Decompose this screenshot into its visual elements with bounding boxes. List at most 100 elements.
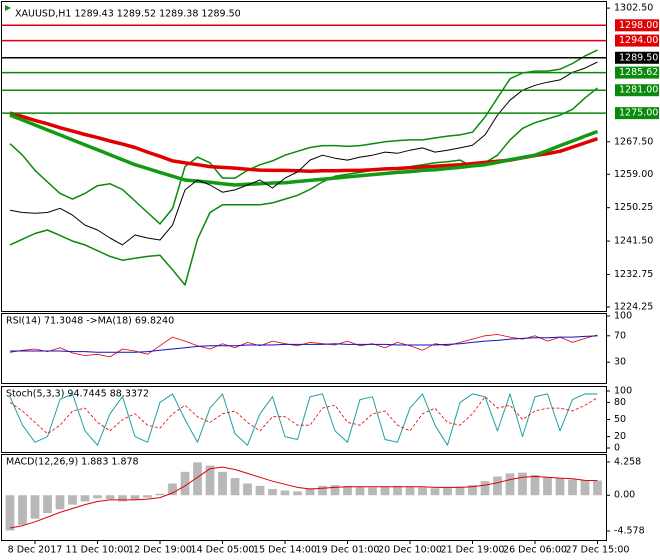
x-tick-label: 8 Dec 2017 <box>8 545 63 556</box>
histogram-bar <box>455 486 465 496</box>
histogram-bar <box>568 479 577 496</box>
y-tick-label: 20 <box>614 431 626 442</box>
histogram-bar <box>368 487 377 496</box>
x-tick-label: 19 Dec 01:00 <box>316 545 380 556</box>
y-tick-label: 1250.25 <box>614 202 653 213</box>
histogram-bar <box>55 495 65 510</box>
histogram-bar <box>255 485 265 496</box>
histogram-bar <box>5 495 15 531</box>
series-line <box>9 113 599 187</box>
y-tick-label: 1224.25 <box>614 301 653 312</box>
x-tick-label: 14 Dec 05:00 <box>191 545 255 556</box>
y-tick-label: 4.258 <box>614 456 641 467</box>
series-line <box>9 396 598 435</box>
histogram-bar <box>555 478 565 496</box>
panel-title: RSI(14) 71.3048 ->MA(18) 69.8240 <box>6 316 174 327</box>
histogram-bar <box>580 480 590 496</box>
histogram-bar <box>168 483 177 496</box>
histogram-bar <box>18 495 27 525</box>
y-tick-label: 30 <box>614 357 626 368</box>
histogram-bar <box>418 487 427 496</box>
histogram-bar <box>218 471 227 496</box>
y-tick-label: 100 <box>614 310 632 321</box>
y-tick-label: 1302.50 <box>614 3 653 14</box>
histogram-bar <box>130 495 140 500</box>
macd-panel <box>1 454 607 541</box>
price-panel <box>1 1 607 312</box>
x-tick-label: 15 Dec 14:00 <box>253 545 317 556</box>
histogram-bar <box>318 485 327 496</box>
histogram-bar <box>43 495 52 514</box>
series-line <box>9 87 598 286</box>
histogram-bar <box>155 493 165 496</box>
histogram-bar <box>468 485 477 496</box>
level-label: 1281.00 <box>619 85 658 96</box>
y-tick-label: 80 <box>614 397 626 408</box>
histogram-bar <box>343 485 352 496</box>
histogram-bar <box>480 481 490 496</box>
histogram-bar <box>280 490 290 496</box>
y-tick-label: 50 <box>614 414 626 425</box>
histogram-bar <box>493 476 502 496</box>
histogram-bar <box>205 465 215 496</box>
panel-title: MACD(12,26,9) 1.883 1.878 <box>6 457 139 468</box>
x-tick-label: 11 Dec 10:00 <box>66 545 130 556</box>
level-label: 1285.62 <box>619 67 658 78</box>
series-line <box>10 335 598 353</box>
level-label: 1289.50 <box>619 52 658 63</box>
x-tick-label: 26 Dec 06:00 <box>503 545 567 556</box>
histogram-bar <box>230 478 240 496</box>
x-tick-label: 20 Dec 10:00 <box>378 545 442 556</box>
level-label-box <box>615 34 659 47</box>
histogram-bar <box>518 472 527 496</box>
level-label-box <box>615 19 659 32</box>
y-tick-label: 1259.00 <box>614 169 653 180</box>
x-tick-label: 21 Dec 19:00 <box>441 545 505 556</box>
symbol-icon <box>5 5 11 11</box>
series-line <box>9 49 598 225</box>
histogram-bar <box>380 486 390 496</box>
histogram-bar <box>193 462 202 496</box>
y-tick-label: 1232.75 <box>614 269 653 280</box>
histogram-bar <box>118 495 127 502</box>
histogram-bar <box>105 495 115 500</box>
histogram-bar <box>355 486 365 496</box>
level-label: 1275.00 <box>619 108 658 119</box>
x-tick-label: 12 Dec 19:00 <box>128 545 192 556</box>
y-tick-label: -4.578 <box>614 526 645 537</box>
histogram-bar <box>68 495 77 505</box>
histogram-bar <box>30 495 40 519</box>
series-line <box>9 466 598 529</box>
histogram-bar <box>268 488 277 496</box>
y-tick-label: 70 <box>614 330 626 341</box>
level-label-box <box>615 51 659 64</box>
histogram-bar <box>243 483 252 496</box>
level-label-box <box>615 84 659 97</box>
level-label: 1294.00 <box>619 35 658 46</box>
histogram-bar <box>93 495 102 499</box>
histogram-bar <box>305 488 315 496</box>
histogram-bar <box>430 488 440 496</box>
rsi-panel <box>1 313 607 384</box>
histogram-bar <box>405 486 415 496</box>
y-tick-label: 0 <box>614 443 620 454</box>
level-label-box <box>615 66 659 79</box>
level-label-box <box>615 107 659 120</box>
histogram-bar <box>505 473 515 496</box>
histogram-bar <box>393 485 402 496</box>
histogram-bar <box>593 480 602 496</box>
y-tick-label: 100 <box>614 386 632 397</box>
y-tick-label: 1267.50 <box>614 136 653 147</box>
histogram-bar <box>543 477 552 496</box>
histogram-bar <box>143 495 152 498</box>
y-tick-label: 1241.50 <box>614 236 653 247</box>
series-line <box>9 393 598 446</box>
histogram-bar <box>530 474 540 496</box>
histogram-bar <box>80 495 90 502</box>
level-label: 1298.00 <box>619 20 658 31</box>
x-tick-label: 27 Dec 15:00 <box>566 545 630 556</box>
panel-title: XAUUSD,H1 1289.43 1289.52 1289.38 1289.5… <box>15 9 241 20</box>
y-tick-label: 0.00 <box>614 490 635 501</box>
